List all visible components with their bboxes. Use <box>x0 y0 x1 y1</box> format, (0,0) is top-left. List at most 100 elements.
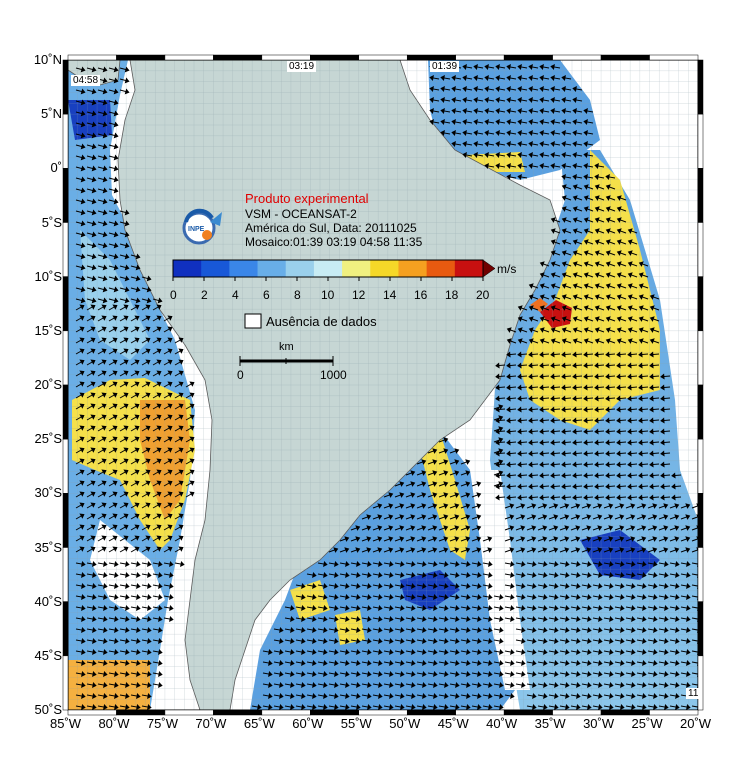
wind-arrow-head <box>561 206 567 212</box>
wind-arrow-head <box>517 174 522 181</box>
wind-arrow-head <box>528 483 533 490</box>
wind-arrow-head <box>355 536 361 542</box>
wind-arrow-head <box>345 670 350 677</box>
colorbar-tick-label: 0 <box>170 288 177 302</box>
wind-arrow <box>691 672 698 675</box>
wind-arrow-head <box>367 604 372 611</box>
wind-arrow-head <box>638 439 643 446</box>
wind-arrow-head <box>517 483 522 490</box>
wind-arrow-head <box>103 659 108 666</box>
wind-arrow-head <box>660 384 665 391</box>
wind-arrow-head <box>594 494 599 501</box>
frame-tick-bar <box>310 709 360 716</box>
wind-arrow-head <box>432 470 438 476</box>
wind-arrow-head <box>532 703 537 710</box>
wind-arrow-head <box>123 381 129 387</box>
wind-arrow-head <box>587 681 592 688</box>
wind-arrow-head <box>323 604 328 611</box>
wind-arrow-head <box>539 417 544 424</box>
wind-arrow-head <box>605 283 611 289</box>
wind-arrow-head <box>147 560 152 567</box>
wind-arrow-head <box>399 547 405 553</box>
wind-arrow-head <box>80 231 86 238</box>
wind-arrow-head <box>345 582 350 589</box>
wind-arrow-head <box>112 315 118 321</box>
wind-arrow-head <box>686 659 691 666</box>
wind-arrow-head <box>378 582 383 589</box>
wind-arrow-head <box>257 703 262 710</box>
wind-arrow-head <box>616 327 622 333</box>
wind-arrow-head <box>79 491 85 497</box>
wind-arrow-head <box>444 560 449 567</box>
wind-arrow-head <box>627 294 633 300</box>
wind-arrow-head <box>594 461 599 468</box>
wind-arrow-head <box>147 703 152 710</box>
wind-arrow-head <box>587 615 592 622</box>
wind-arrow-head <box>102 242 108 249</box>
wind-arrow-head <box>510 648 515 655</box>
wind-arrow-head <box>323 659 328 666</box>
colorbar-tick-label: 8 <box>294 288 301 302</box>
wind-arrow-head <box>158 659 163 666</box>
wind-arrow-head <box>605 373 610 380</box>
wind-arrow-head <box>422 560 427 567</box>
wind-arrow-head <box>477 560 482 567</box>
wind-arrow-head <box>576 670 581 677</box>
wind-arrow-head <box>477 670 482 677</box>
wind-arrow-head <box>539 272 545 278</box>
wind-arrow-head <box>433 637 438 644</box>
wind-arrow-head <box>90 491 96 497</box>
wind-arrow-head <box>92 648 97 655</box>
wind-arrow-head <box>102 99 108 106</box>
wind-arrow-head <box>112 436 118 442</box>
wind-arrow-head <box>627 406 632 413</box>
wind-arrow-head <box>583 305 589 311</box>
wind-arrow-head <box>616 305 622 311</box>
wind-arrow-head <box>440 119 445 126</box>
frame-tick-bar <box>697 222 704 277</box>
wind-arrow-head <box>686 648 691 655</box>
colorbar-tick-label: 6 <box>263 288 270 302</box>
wind-arrow-head <box>411 648 416 655</box>
wind-arrow-head <box>112 326 118 332</box>
wind-arrow-head <box>400 703 405 710</box>
wind-arrow-head <box>301 615 306 622</box>
frame-tick-bar <box>406 709 456 716</box>
wind-arrow-head <box>443 448 449 454</box>
wind-arrow-head <box>616 272 622 278</box>
wind-arrow-head <box>301 593 306 600</box>
wind-arrow-head <box>91 110 97 117</box>
wind-arrow-head <box>433 648 438 655</box>
wind-arrow-head <box>484 75 489 82</box>
wind-arrow-head <box>539 316 545 322</box>
wind-arrow-head <box>583 373 588 380</box>
wind-arrow-head <box>517 305 523 311</box>
wind-arrow-head <box>561 261 567 267</box>
wind-arrow-head <box>576 703 581 710</box>
wind-arrow-head <box>550 316 556 322</box>
wind-arrow-head <box>532 593 537 600</box>
wind-arrow-head <box>101 337 107 343</box>
wind-arrow-head <box>572 217 578 223</box>
wind-arrow-head <box>101 535 107 541</box>
wind-arrow-head <box>301 626 306 633</box>
wind-arrow-head <box>158 626 163 633</box>
wind-arrow-head <box>521 560 526 567</box>
wind-arrow-head <box>103 670 108 677</box>
wind-arrow-head <box>102 220 108 227</box>
wind-arrow-head <box>466 560 471 567</box>
wind-arrow-head <box>367 703 372 710</box>
wind-arrow-head <box>433 560 438 567</box>
wind-arrow-head <box>565 703 570 710</box>
wind-arrow-head <box>79 546 85 552</box>
wind-arrow-head <box>92 571 97 578</box>
wind-arrow-head <box>81 681 86 688</box>
wind-arrow-head <box>652 503 658 509</box>
wind-arrow-head <box>112 546 118 552</box>
wind-arrow-head <box>660 439 665 446</box>
wind-arrow-head <box>554 593 559 600</box>
wind-arrow-head <box>178 425 184 431</box>
wind-arrow-head <box>80 99 86 106</box>
wind-arrow-head <box>517 141 522 148</box>
wind-arrow-head <box>167 381 173 387</box>
